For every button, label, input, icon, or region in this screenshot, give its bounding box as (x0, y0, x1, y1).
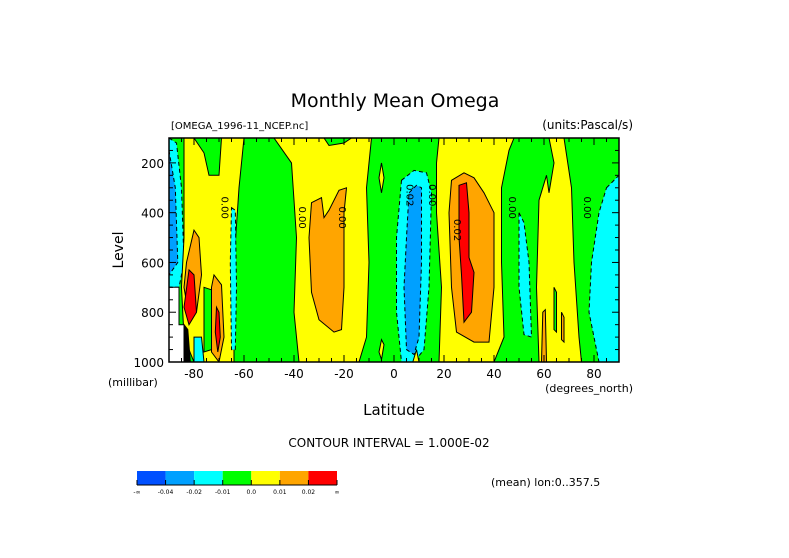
colorbar-swatch (279, 471, 309, 485)
x-tick-label: -60 (234, 367, 254, 381)
contour-region (229, 206, 238, 351)
contour-region (193, 336, 205, 362)
y-tick-label: 400 (141, 207, 164, 221)
contour-region (412, 349, 420, 362)
colorbar-swatch (137, 471, 166, 485)
contour-region (540, 308, 548, 362)
colorbar-swatch (194, 471, 223, 485)
contour-region (183, 323, 191, 362)
contour-region (214, 305, 221, 353)
colorbar-swatch (251, 471, 280, 485)
contour-label: 0.00 (506, 197, 517, 219)
x-axis-units: (degrees_north) (545, 382, 633, 395)
units-label: (units:Pascal/s) (542, 118, 633, 132)
x-tick-label: -80 (184, 367, 204, 381)
colorbar-label: 0.0 (247, 489, 257, 496)
x-tick-label: 80 (586, 367, 601, 381)
x-tick-label: 0 (390, 367, 398, 381)
contour-region (588, 174, 619, 362)
plot-area: 0.00 0.00 0.00 0.02 0.00 0.02 0.00 0.00 -80 -60 -… (133, 137, 620, 381)
y-axis-label: Level (111, 232, 127, 269)
colorbar-label: 0.02 (302, 489, 316, 496)
contour-background (169, 138, 619, 362)
y-tick-label: 200 (141, 157, 164, 171)
y-tick-label: 1000 (133, 356, 164, 370)
x-tick-label: -40 (284, 367, 304, 381)
colorbar-swatch (308, 471, 337, 485)
contour-interval-text: CONTOUR INTERVAL = 1.000E-02 (288, 436, 489, 450)
colorbar-label: -0.04 (158, 489, 174, 496)
file-label: [OMEGA_1996-11_NCEP.nc] (171, 121, 308, 132)
y-tick-label: 800 (141, 306, 164, 320)
x-tick-label: 40 (486, 367, 501, 381)
contour-region (378, 162, 385, 193)
colorbar-swatch (165, 471, 195, 485)
colorbar: -∞ -0.04 -0.02 -0.01 0.0 0.01 0.02 ∞ (133, 471, 340, 496)
contour-label: 0.00 (426, 184, 437, 206)
colorbar-label: 0.01 (273, 489, 287, 496)
x-tick-label: 20 (436, 367, 451, 381)
colorbar-label: -0.02 (186, 489, 202, 496)
contour-label: 0.02 (451, 219, 462, 241)
footer-note: (mean) lon:0..357.5 (491, 476, 600, 489)
contour-label: 0.02 (404, 184, 415, 206)
contour-region (183, 268, 198, 326)
x-tick-label: 60 (536, 367, 551, 381)
x-axis-label: Latitude (363, 401, 425, 419)
contour-region (553, 287, 557, 334)
x-tick-label: -20 (334, 367, 354, 381)
colorbar-label: -∞ (133, 489, 140, 496)
y-axis-units: (millibar) (108, 376, 158, 389)
contour-region (203, 286, 212, 353)
contour-label: 0.00 (296, 207, 307, 229)
contour-region (403, 184, 422, 356)
contour-region (561, 311, 565, 344)
contour-region (448, 172, 495, 343)
colorbar-label: -0.01 (215, 489, 231, 496)
y-tick-label: 600 (141, 256, 164, 270)
contour-region (308, 187, 348, 333)
colorbar-label: ∞ (335, 489, 340, 496)
contour-label: 0.00 (219, 197, 230, 219)
contour-label: 0.00 (336, 207, 347, 229)
colorbar-swatch (222, 471, 252, 485)
contour-region (518, 212, 533, 338)
contour-region (535, 138, 583, 362)
contour-label: 0.00 (581, 197, 592, 219)
contour-region (458, 182, 475, 324)
chart-title: Monthly Mean Omega (291, 90, 500, 112)
